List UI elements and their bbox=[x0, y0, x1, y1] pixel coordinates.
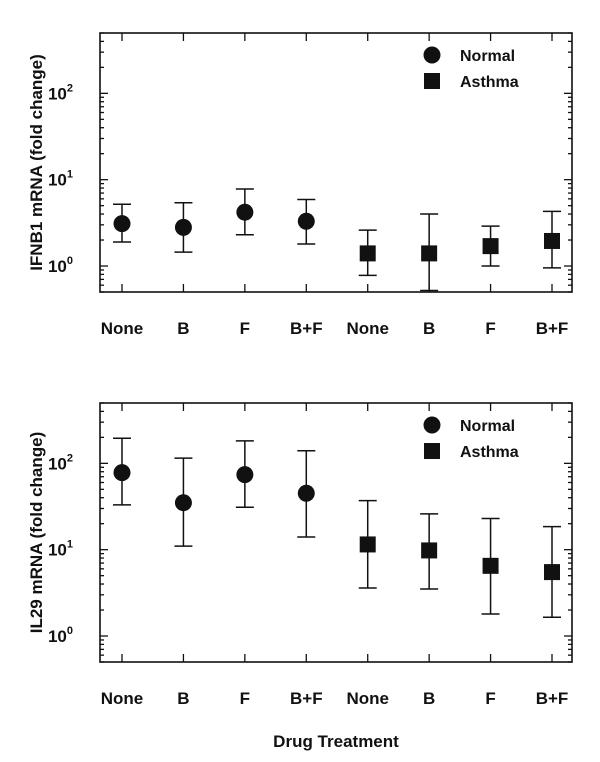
x-tick-label: F bbox=[485, 319, 495, 338]
data-point-normal bbox=[297, 212, 315, 230]
x-tick-label: F bbox=[240, 319, 250, 338]
x-tick-label: None bbox=[101, 689, 144, 708]
x-tick-label: F bbox=[485, 689, 495, 708]
data-point-normal bbox=[236, 203, 254, 221]
plot-frame bbox=[99, 402, 573, 663]
legend-marker-circle bbox=[423, 46, 441, 64]
y-tick-label: 102 bbox=[48, 452, 73, 473]
legend-marker-circle bbox=[423, 416, 441, 434]
chart-panel-2: 100 101 102 None B F B+F None B F B+F IL29 mRNA (fo… bbox=[27, 402, 573, 751]
x-axis-label: Drug Treatment bbox=[273, 732, 399, 751]
legend-label: Asthma bbox=[460, 74, 519, 91]
x-tick-label: B+F bbox=[290, 689, 323, 708]
chart-panel-1: 100 101 102 None B F B+F None B F B+F IFNB1 mRNA (f… bbox=[27, 32, 573, 338]
data-point-asthma bbox=[544, 564, 560, 581]
x-tick-label: B bbox=[177, 319, 189, 338]
x-tick-label: None bbox=[346, 689, 389, 708]
y-axis-label: IFNB1 mRNA (fold change) bbox=[27, 54, 46, 271]
x-tick-label: B+F bbox=[536, 319, 569, 338]
data-point-normal bbox=[174, 218, 192, 236]
data-point-normal bbox=[236, 466, 254, 484]
data-point-normal bbox=[297, 484, 315, 502]
x-tick-label: B+F bbox=[290, 319, 323, 338]
data-point-asthma bbox=[359, 245, 376, 262]
data-point-asthma bbox=[359, 536, 376, 553]
data-point-asthma bbox=[482, 238, 499, 255]
y-tick-label: 100 bbox=[48, 625, 73, 646]
legend-label: Normal bbox=[460, 418, 515, 435]
data-point-normal bbox=[174, 494, 192, 512]
legend-marker-square bbox=[424, 443, 440, 459]
legend-label: Normal bbox=[460, 48, 515, 65]
y-tick-label: 102 bbox=[48, 82, 73, 103]
y-tick-label: 101 bbox=[48, 169, 73, 190]
data-point-normal bbox=[113, 464, 131, 482]
x-tick-label: F bbox=[240, 689, 250, 708]
x-tick-label: B+F bbox=[536, 689, 569, 708]
data-point-asthma bbox=[482, 557, 499, 574]
x-tick-label: None bbox=[346, 319, 389, 338]
data-point-asthma bbox=[421, 542, 438, 559]
x-tick-label: B bbox=[423, 319, 435, 338]
legend-marker-square bbox=[424, 73, 440, 89]
y-tick-label: 100 bbox=[48, 255, 73, 276]
x-tick-label: B bbox=[177, 689, 189, 708]
data-point-asthma bbox=[544, 232, 560, 249]
y-axis-label: IL29 mRNA (fold change) bbox=[27, 432, 46, 634]
x-tick-label: None bbox=[101, 319, 144, 338]
data-point-normal bbox=[113, 215, 131, 233]
y-tick-label: 101 bbox=[48, 539, 73, 560]
legend-label: Asthma bbox=[460, 444, 519, 461]
x-tick-label: B bbox=[423, 689, 435, 708]
plot-frame bbox=[99, 32, 573, 293]
data-point-asthma bbox=[421, 245, 438, 262]
